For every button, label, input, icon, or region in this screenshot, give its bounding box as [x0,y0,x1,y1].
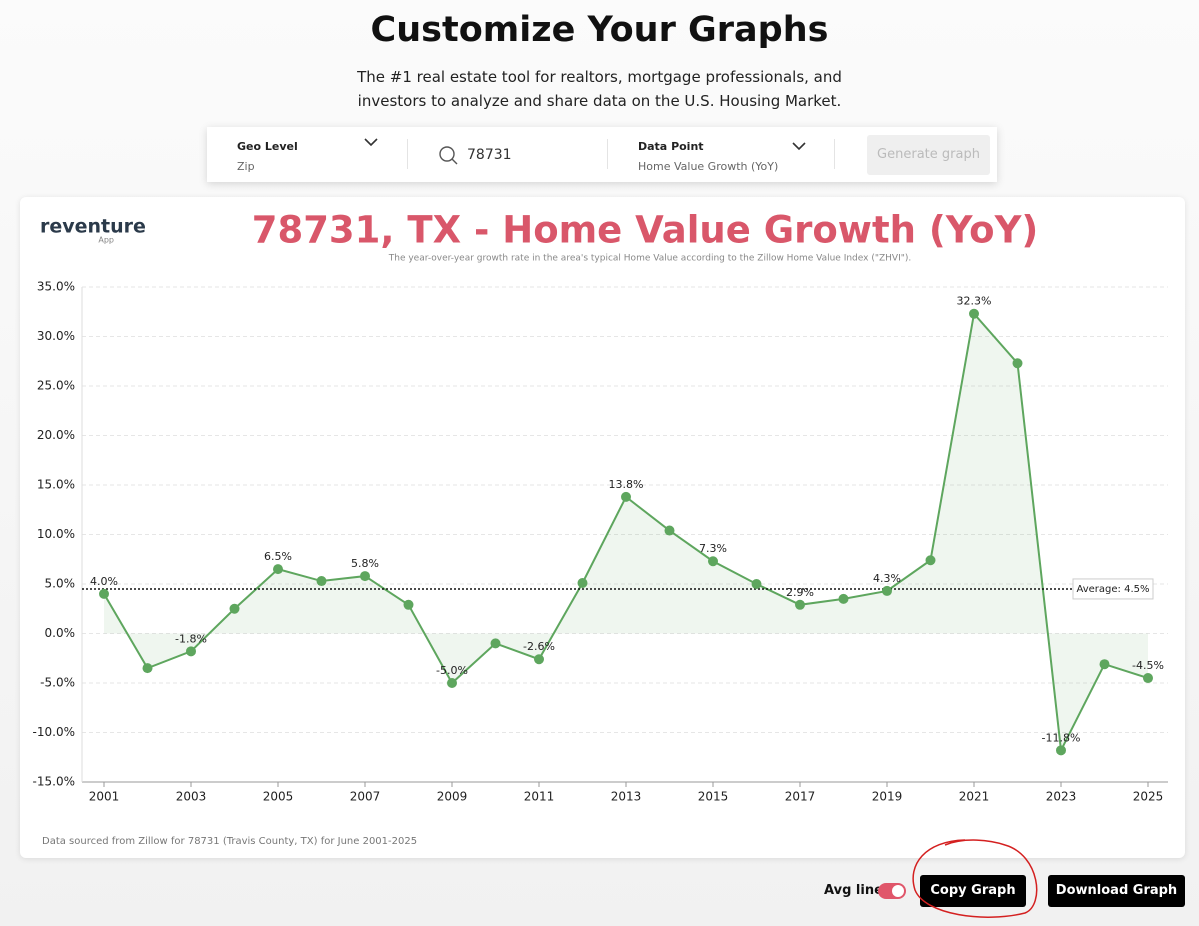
page-subtitle: The #1 real estate tool for realtors, mo… [357,68,842,86]
y-tick-label: -15.0% [33,775,75,789]
value-label: -4.5% [1132,659,1164,672]
point [360,571,370,582]
value-label: 6.5% [264,550,292,563]
geo-level-label[interactable]: Geo Level [237,140,298,153]
chart-title: 78731, TX - Home Value Growth (YoY) [252,209,1039,252]
x-tick-label: 2015 [698,790,729,804]
y-tick-label: 35.0% [37,280,75,294]
value-label: 5.8% [351,557,379,570]
point [1012,358,1023,369]
value-label: -11.8% [1042,731,1081,744]
point [1143,673,1153,684]
separator [834,139,835,169]
point [142,663,153,674]
point [969,308,979,319]
source-note: Data sourced from Zillow for 78731 (Trav… [42,836,417,847]
point [447,678,457,688]
point [1056,745,1066,756]
point [621,491,631,502]
value-label: -5.0% [436,664,468,677]
point [925,555,936,566]
point [229,603,240,614]
y-tick-label: -5.0% [40,676,75,690]
point [795,599,805,610]
data-point-label[interactable]: Data Point [638,140,704,153]
avg-toggle-label: Avg line [824,883,883,898]
x-tick-label: 2011 [524,790,555,804]
value-label: 32.3% [957,295,992,308]
x-tick-label: 2009 [437,790,468,804]
y-tick-label: 30.0% [37,329,75,343]
point [708,556,718,567]
brand-tag: App [98,236,114,245]
point [882,585,892,596]
point [664,525,675,536]
y-tick-label: 5.0% [45,577,76,591]
x-tick-label: 2025 [1133,790,1164,804]
value-label: 4.0% [90,575,118,588]
point [534,654,544,665]
point [751,579,762,589]
average-label: Average: 4.5% [1076,584,1149,595]
y-tick-label: 25.0% [37,379,75,393]
point [490,638,501,649]
value-label: -2.6% [523,640,555,653]
separator [407,139,408,169]
y-tick-label: 20.0% [37,428,75,442]
y-tick-label: -10.0% [33,725,75,739]
page-title: Customize Your Graphs [370,10,829,50]
value-label: 7.3% [699,542,727,555]
page-subtitle: investors to analyze and share data on t… [357,92,842,110]
point [838,593,849,604]
point [577,578,588,589]
generate-button[interactable]: Generate graph [867,135,990,175]
search-bar: Geo Level Zip 78731 Data Point Home Valu… [207,127,997,182]
y-tick-label: 0.0% [45,626,76,640]
x-tick-label: 2017 [785,790,816,804]
x-tick-label: 2005 [263,790,294,804]
data-point-value[interactable]: Home Value Growth (YoY) [638,160,779,173]
average-label-box [1072,578,1154,600]
x-tick-label: 2021 [959,790,990,804]
point [186,646,196,657]
x-tick-label: 2013 [611,790,642,804]
value-label: -1.8% [175,632,207,645]
y-tick-label: 10.0% [37,527,75,541]
avg-toggle[interactable] [877,881,907,901]
point [1099,659,1110,670]
chart-subtitle: The year-over-year growth rate in the ar… [388,254,912,264]
download-button[interactable]: Download Graph [1048,875,1185,907]
chevron[interactable] [792,141,806,151]
x-tick-label: 2019 [872,790,903,804]
separator [607,139,608,169]
point [316,576,327,587]
search-input[interactable]: 78731 [467,147,512,163]
point [273,564,283,575]
brand-name: reventure [40,216,146,238]
annotation-circle [912,839,1038,918]
y-tick-label: 15.0% [37,478,75,492]
chevron[interactable] [364,137,378,147]
x-tick-label: 2003 [176,790,207,804]
point [99,588,109,599]
area [104,313,1148,751]
x-tick-label: 2023 [1046,790,1077,804]
chart: reventure App 78731, TX - Home Value Gro… [33,209,1168,847]
copy-button[interactable]: Copy Graph [920,875,1026,907]
value-label: 4.3% [873,572,901,585]
chart-card [20,197,1185,858]
point [403,599,414,610]
x-tick-label: 2007 [350,790,381,804]
x-tick-label: 2001 [89,790,120,804]
value-label: 13.8% [609,478,644,491]
value-label: 2.9% [786,586,814,599]
search-icon [439,146,458,165]
geo-level-value[interactable]: Zip [237,160,255,173]
